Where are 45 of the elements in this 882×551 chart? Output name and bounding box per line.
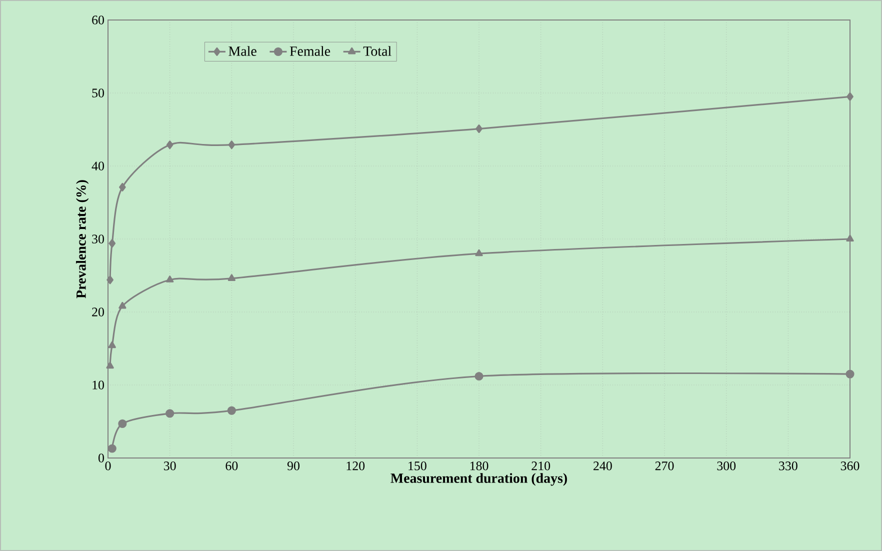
y-tick-label: 40 (92, 162, 104, 170)
x-tick-label: 270 (655, 462, 674, 470)
x-tick-label: 210 (532, 462, 550, 470)
point (166, 276, 174, 282)
point (108, 341, 116, 348)
point (476, 124, 482, 134)
point (475, 249, 483, 256)
x-tick-label: 120 (346, 462, 365, 470)
x-tick-label: 300 (717, 462, 736, 470)
point (119, 182, 126, 192)
point (118, 302, 126, 309)
point (166, 409, 174, 418)
y-tick-label: 0 (98, 454, 104, 462)
point (118, 419, 127, 428)
y-tick-label: 20 (92, 308, 104, 316)
legend-label: Total (363, 46, 392, 56)
point (166, 140, 174, 150)
x-tick-label: 180 (470, 462, 488, 470)
point (228, 140, 236, 150)
point (108, 239, 116, 248)
y-tick-label: 30 (92, 234, 104, 244)
x-tick-label: 0 (105, 462, 111, 470)
y-axis-title: Prevalence rate (%) (76, 180, 89, 298)
point (106, 362, 114, 369)
x-tick-label: 60 (226, 462, 238, 470)
point (474, 372, 484, 381)
legend-label: Female (290, 46, 330, 56)
x-tick-label: 90 (287, 462, 300, 470)
point (846, 370, 854, 378)
y-tick-label: 50 (92, 88, 104, 98)
point (846, 234, 854, 242)
x-tick-label: 150 (408, 462, 426, 470)
point (227, 406, 236, 415)
x-tick-label: 360 (840, 462, 860, 470)
x-tick-label: 330 (779, 462, 798, 470)
point (108, 444, 116, 453)
point (846, 92, 854, 101)
point (228, 274, 236, 281)
x-axis-title: Measurement duration (days) (390, 473, 567, 486)
point (106, 276, 114, 284)
x-tick-label: 240 (594, 462, 612, 470)
legend-label: Male (228, 46, 256, 56)
y-tick-label: 10 (92, 380, 104, 390)
y-tick-label: 60 (92, 16, 104, 24)
x-tick-label: 30 (164, 462, 176, 470)
